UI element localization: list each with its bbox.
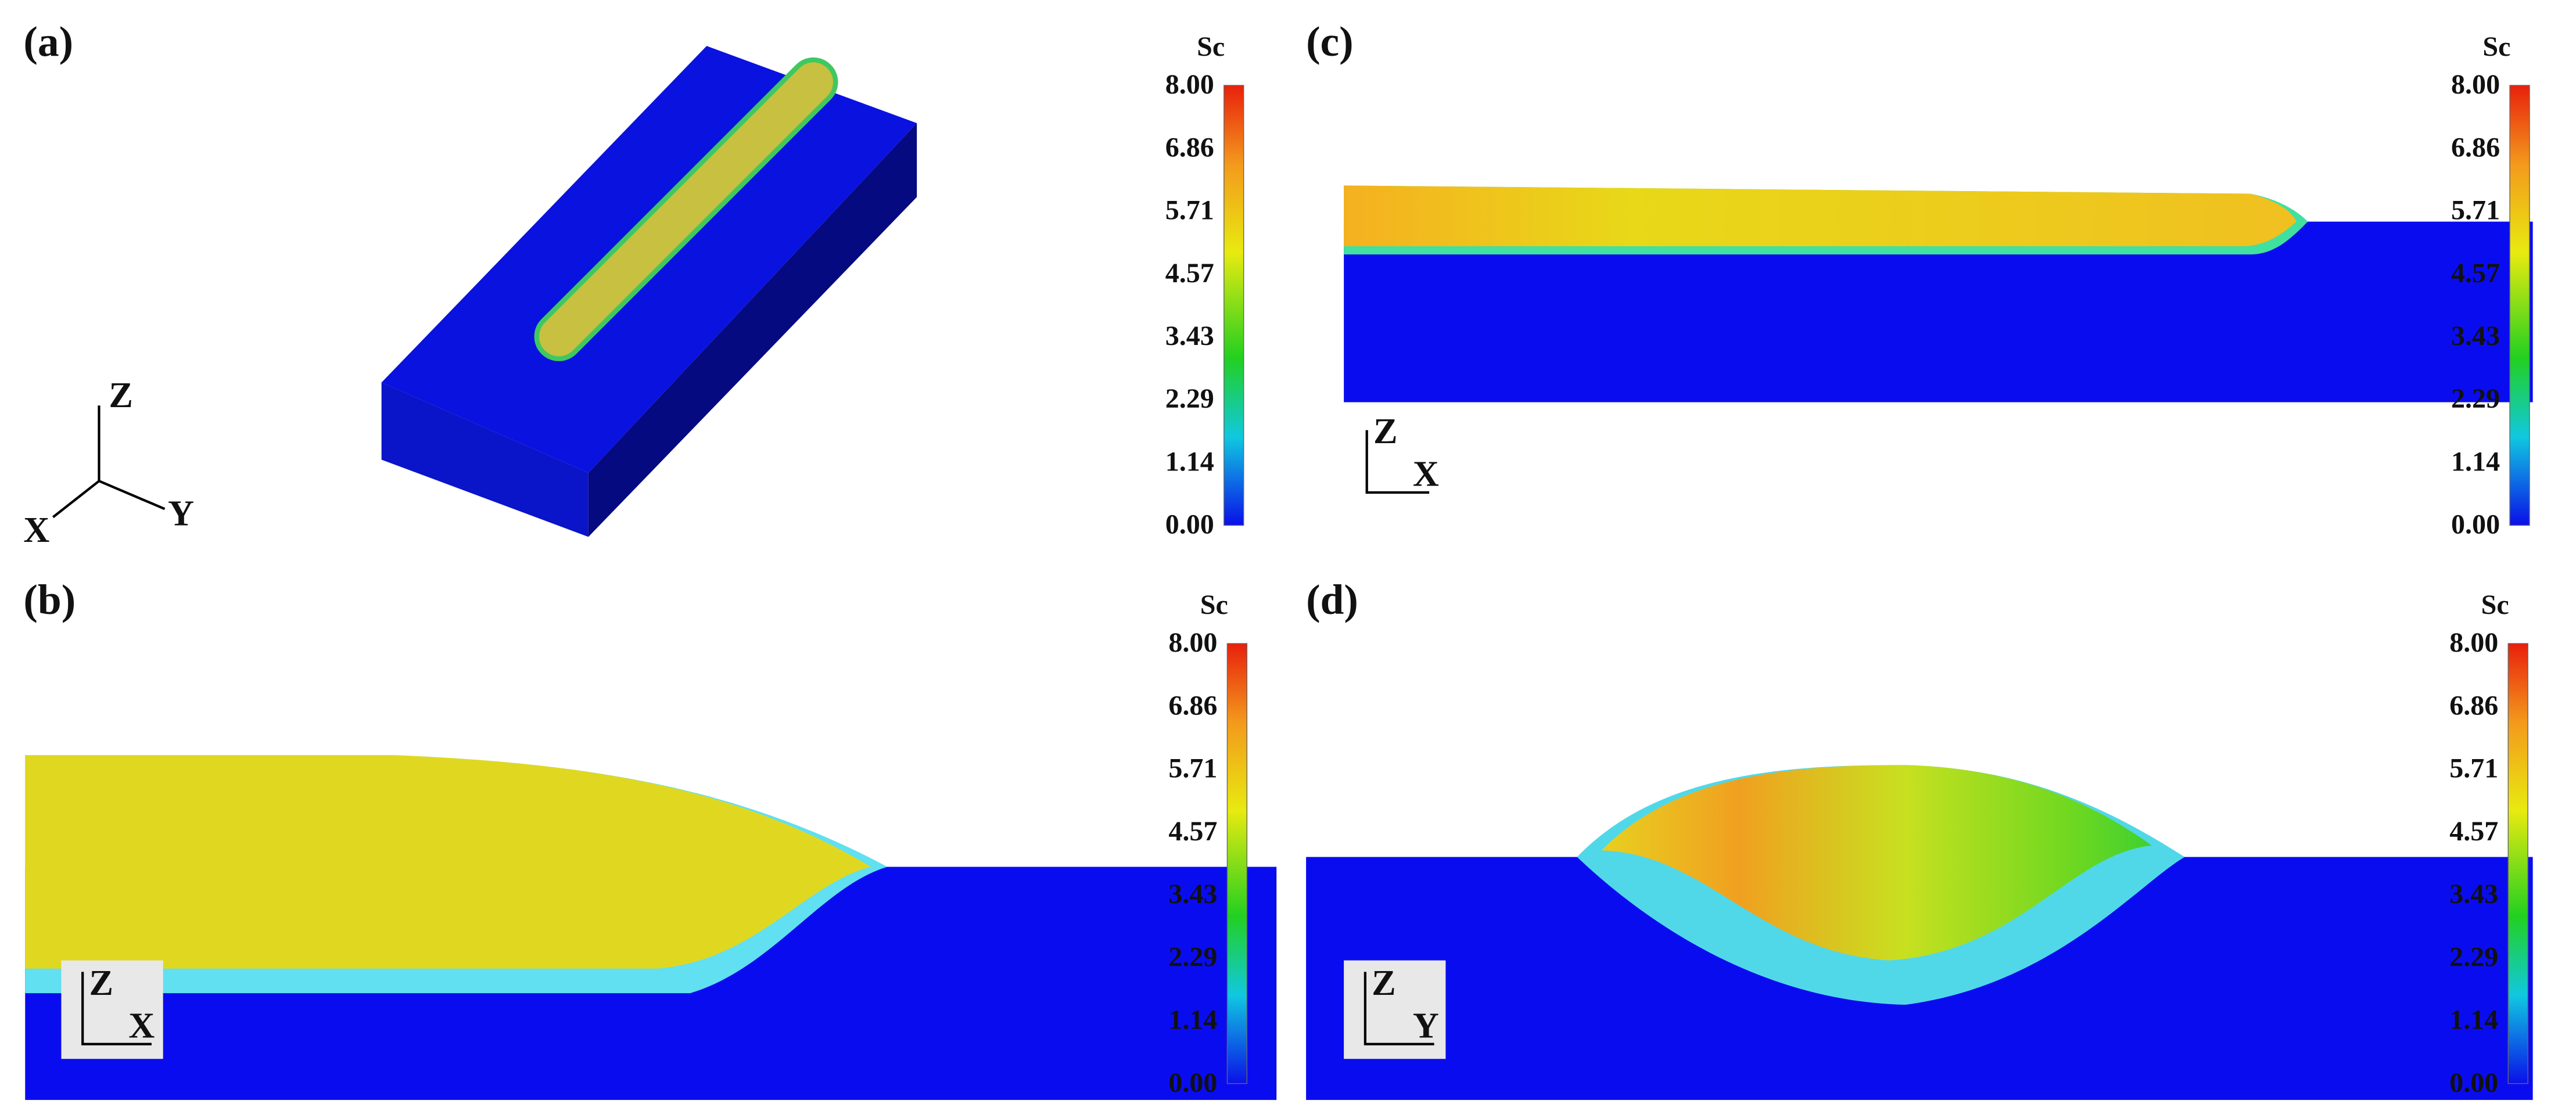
- panel-label: (a): [23, 18, 73, 65]
- colorbar-tick-label: 2.29: [1165, 383, 1214, 414]
- panel-label: (b): [23, 576, 76, 623]
- colorbar-title: Sc: [1197, 31, 1225, 62]
- panel-a: (a) Z Y X: [23, 18, 917, 550]
- colorbar-tick-label: 3.43: [2449, 879, 2498, 910]
- axis-triad: [1365, 430, 1430, 494]
- axis-label: Z: [89, 964, 113, 1003]
- colorbar-title: Sc: [1200, 589, 1228, 620]
- colorbar-tick-label: 6.86: [2451, 132, 2500, 163]
- panel-label: (d): [1306, 576, 1358, 623]
- colorbar-tick-label: 4.57: [2451, 258, 2500, 289]
- colorbar: [2507, 643, 2528, 1084]
- colorbar-tick-label: 3.43: [1168, 879, 1217, 910]
- colorbar-tick-label: 6.86: [1168, 690, 1217, 721]
- colorbar-tick-label: 3.43: [1165, 321, 1214, 351]
- axis-label: Z: [1372, 964, 1395, 1003]
- colorbar-tick-label: 0.00: [1165, 509, 1214, 540]
- panel-label: (c): [1306, 18, 1354, 65]
- axis-label: Z: [1373, 412, 1397, 451]
- axis-triad: [81, 972, 152, 1045]
- colorbar: [2509, 85, 2530, 526]
- colorbar-tick-label: 5.71: [1165, 195, 1214, 226]
- colorbar-title: Sc: [2482, 31, 2510, 62]
- colorbar-tick-label: 0.00: [2451, 509, 2500, 540]
- colorbar-tick-label: 8.00: [2449, 627, 2498, 658]
- colorbar-tick-label: 1.14: [2451, 446, 2500, 477]
- colorbar-tick-label: 0.00: [2449, 1067, 2498, 1098]
- colorbar-tick-label: 6.86: [1165, 132, 1214, 163]
- melt: [1344, 185, 2297, 247]
- axis-label: Y: [1413, 1006, 1439, 1045]
- colorbar-tick-label: 3.43: [2451, 321, 2500, 351]
- colorbar-tick-label: 2.29: [2451, 383, 2500, 414]
- colorbar-tick-label: 1.14: [1168, 1005, 1217, 1036]
- colorbar-title: Sc: [2481, 589, 2509, 620]
- colorbar-tick-label: 8.00: [2451, 69, 2500, 100]
- colorbar-tick-label: 4.57: [1168, 816, 1217, 847]
- colorbar-tick-label: 4.57: [1165, 258, 1214, 289]
- colorbar-tick-label: 2.29: [2449, 941, 2498, 972]
- axis-box: [1344, 960, 1446, 1059]
- melt: [1601, 765, 2152, 961]
- bead: [539, 62, 833, 357]
- colorbar-tick-label: 8.00: [1168, 627, 1217, 658]
- axis-triad: [52, 405, 166, 519]
- melt: [25, 755, 871, 969]
- colorbar-tick-label: 5.71: [2451, 195, 2500, 226]
- colorbar-tick-label: 4.57: [2449, 816, 2498, 847]
- colorbar-tick-label: 5.71: [2449, 753, 2498, 784]
- axis-label: Z: [109, 376, 132, 415]
- colorbar-tick-label: 5.71: [1168, 753, 1217, 784]
- colorbar-tick-label: 2.29: [1168, 941, 1217, 972]
- colorbar: [1224, 85, 1244, 526]
- panel-d: (d) Z Y: [1306, 576, 2533, 1100]
- axis-label: X: [23, 511, 49, 550]
- colorbar-tick-label: 0.00: [1168, 1067, 1217, 1098]
- colorbar: [1226, 643, 1248, 1084]
- panel-c: (c) Z X: [1306, 18, 2533, 494]
- axis-triad: [1364, 972, 1434, 1045]
- block-front: [381, 382, 589, 537]
- colorbar-tick-label: 1.14: [2449, 1005, 2498, 1036]
- axis-label: X: [1413, 455, 1439, 494]
- axis-box: [61, 960, 163, 1059]
- axis-label: X: [128, 1006, 155, 1045]
- colorbar-tick-label: 8.00: [1165, 69, 1214, 100]
- colorbar-tick-label: 1.14: [1165, 446, 1214, 477]
- axis-label: Y: [168, 494, 194, 534]
- panel-b: (b) Z X: [23, 576, 1277, 1100]
- block-side: [588, 123, 917, 537]
- colorbar-tick-label: 6.86: [2449, 690, 2498, 721]
